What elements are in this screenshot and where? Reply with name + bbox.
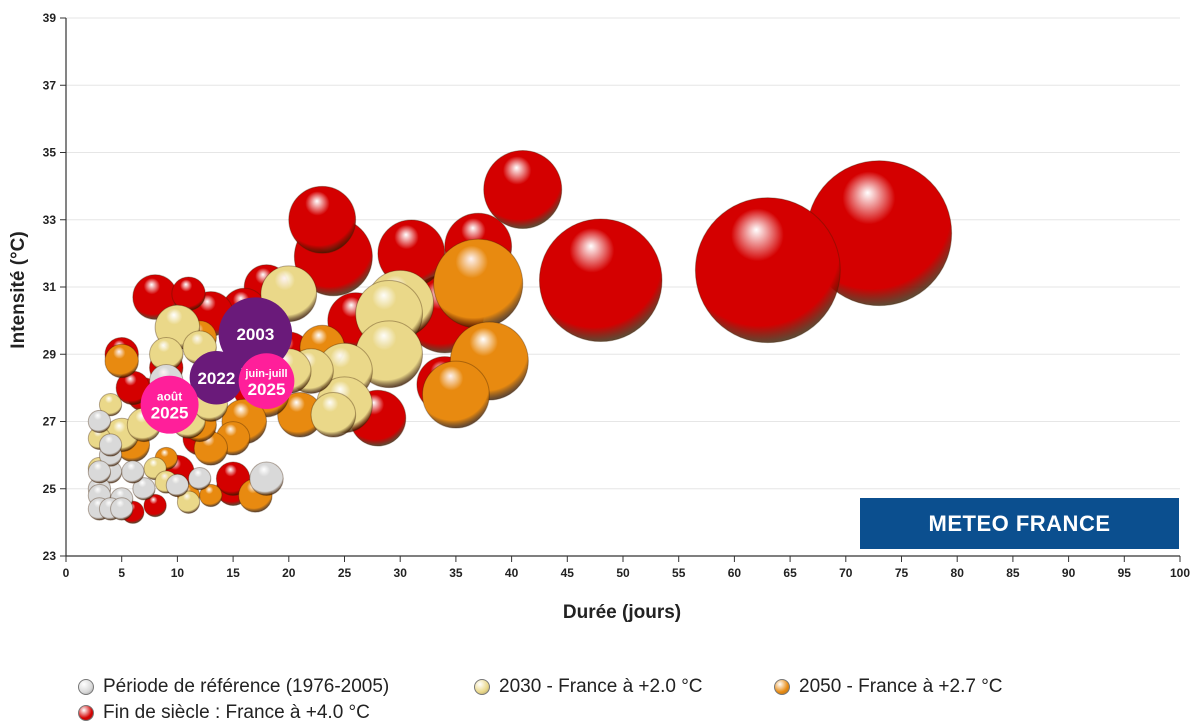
legend-item-fin-siecle: Fin de siècle : France à +4.0 °C <box>78 702 370 724</box>
bubble-point <box>249 461 284 496</box>
bubble-point <box>165 473 190 498</box>
event-marker <box>238 353 295 409</box>
bubble-point <box>288 185 357 254</box>
event-label-year: 2025 <box>248 380 286 399</box>
x-tick-label: 50 <box>616 566 630 580</box>
x-tick-label: 60 <box>728 566 742 580</box>
event-label: juin-juill <box>244 368 287 380</box>
event-marker <box>218 297 293 371</box>
legend-swatch <box>774 679 790 695</box>
legend-item-2030: 2030 - France à +2.0 °C <box>474 676 703 698</box>
bubble-point <box>110 497 134 521</box>
x-tick-label: 75 <box>895 566 909 580</box>
bubble-point <box>121 460 145 484</box>
x-tick-label: 45 <box>561 566 575 580</box>
event-label-year: 2025 <box>151 404 189 423</box>
legend-item-2050: 2050 - France à +2.7 °C <box>774 676 1003 698</box>
meteo-france-logo: METEO FRANCE <box>860 498 1179 549</box>
bubble-point <box>176 490 201 514</box>
bubble-point <box>98 433 123 457</box>
x-tick-label: 40 <box>505 566 519 580</box>
bubble-point <box>143 493 167 518</box>
x-tick-label: 30 <box>394 566 408 580</box>
legend-item-reference: Période de référence (1976-2005) <box>78 676 389 698</box>
y-tick-label: 29 <box>43 347 57 361</box>
event-label: 2003 <box>236 325 274 344</box>
x-tick-label: 10 <box>171 566 185 580</box>
bubble-point <box>694 197 841 344</box>
x-tick-label: 70 <box>839 566 853 580</box>
bubble-point <box>538 218 663 343</box>
x-tick-label: 90 <box>1062 566 1076 580</box>
legend-label: Fin de siècle : France à +4.0 °C <box>103 702 370 723</box>
bubble-point <box>310 391 357 438</box>
legend-label: Période de référence (1976-2005) <box>103 676 390 697</box>
x-axis-label: Durée (jours) <box>563 602 681 623</box>
legend-label: 2050 - France à +2.7 °C <box>799 676 1003 697</box>
y-tick-label: 39 <box>43 11 57 25</box>
x-tick-label: 85 <box>1006 566 1020 580</box>
event-marker <box>189 351 244 405</box>
y-tick-label: 35 <box>43 146 57 160</box>
x-tick-label: 35 <box>449 566 463 580</box>
x-tick-label: 100 <box>1170 566 1190 580</box>
x-tick-label: 20 <box>282 566 296 580</box>
legend-swatch <box>474 679 490 695</box>
legend-swatch <box>78 705 94 721</box>
bubble-point <box>87 409 112 434</box>
y-tick-label: 31 <box>43 280 57 294</box>
bubble-point <box>104 343 139 379</box>
x-tick-label: 55 <box>672 566 686 580</box>
bubble-point <box>433 238 524 329</box>
y-tick-label: 37 <box>43 78 57 92</box>
bubble-layer <box>87 149 953 524</box>
event-marker <box>140 375 199 434</box>
legend-label: 2030 - France à +2.0 °C <box>499 676 703 697</box>
y-axis-label: Intensité (°C) <box>8 231 29 348</box>
event-label: août <box>157 390 182 404</box>
x-tick-label: 65 <box>783 566 797 580</box>
x-tick-label: 80 <box>951 566 965 580</box>
x-tick-label: 95 <box>1118 566 1132 580</box>
x-tick-label: 15 <box>226 566 240 580</box>
x-tick-label: 5 <box>118 566 125 580</box>
bubble-point <box>199 483 223 508</box>
y-tick-label: 27 <box>43 415 57 429</box>
event-label: 2022 <box>197 369 235 388</box>
x-tick-label: 0 <box>63 566 70 580</box>
x-tick-label: 25 <box>338 566 352 580</box>
y-tick-label: 33 <box>43 213 57 227</box>
bubble-point <box>98 393 123 417</box>
bubble-point <box>132 477 156 501</box>
bubble-point <box>483 149 563 229</box>
y-tick-label: 23 <box>43 549 57 563</box>
bubble-point <box>87 460 112 484</box>
bubble-point <box>421 360 490 429</box>
bubble-point <box>188 467 212 491</box>
legend-swatch <box>78 679 94 695</box>
y-tick-label: 25 <box>43 482 57 496</box>
